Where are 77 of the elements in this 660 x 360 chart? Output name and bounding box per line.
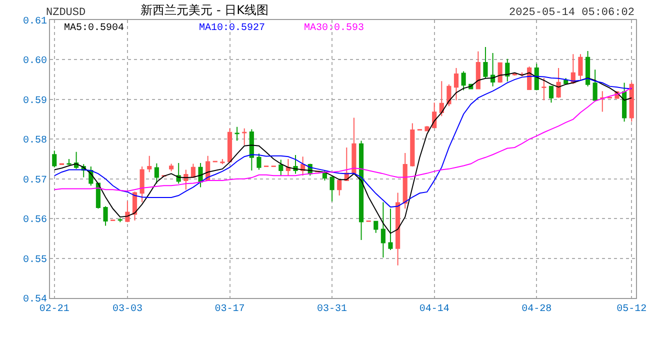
candlestick xyxy=(337,180,342,196)
candlestick xyxy=(286,158,290,176)
candlestick xyxy=(505,58,510,82)
candlestick xyxy=(66,158,72,166)
candlestick xyxy=(52,150,57,168)
candlestick xyxy=(548,86,554,104)
candlestick xyxy=(439,80,444,117)
x-tick-label: 05-12 xyxy=(616,304,647,315)
candlestick xyxy=(322,170,328,181)
y-tick-label: 0.59 xyxy=(22,96,47,107)
text: 2025-05-14 05:06:02 xyxy=(509,7,634,19)
x-tick-label: 03-03 xyxy=(112,304,142,315)
candlestick xyxy=(212,160,218,163)
candlestick xyxy=(542,77,546,101)
candlestick xyxy=(220,158,225,165)
chart-title: 新西兰元美元 - 日K线图 xyxy=(140,2,269,17)
candlestick xyxy=(402,152,408,210)
line-series xyxy=(54,87,632,192)
candlestick xyxy=(154,162,159,184)
candlestick xyxy=(476,50,480,90)
candlestick xyxy=(396,192,400,266)
x-tick-label: 03-31 xyxy=(317,304,348,315)
candlestick xyxy=(125,200,130,223)
candlestick xyxy=(446,84,452,107)
candlestick xyxy=(380,202,386,258)
candlestick xyxy=(278,159,284,176)
candlestick xyxy=(242,128,247,146)
line-series xyxy=(54,72,632,234)
candlestick xyxy=(96,182,101,210)
candlestick xyxy=(256,152,262,170)
x-tick-label: 02-21 xyxy=(39,304,70,315)
candlestick xyxy=(374,220,378,234)
candlestick xyxy=(352,117,356,174)
y-tick-label: 0.58 xyxy=(22,136,47,147)
candlestick xyxy=(454,68,459,101)
candlestick xyxy=(147,155,152,173)
candlestick xyxy=(169,163,174,172)
candlestick xyxy=(534,63,539,91)
candlestick xyxy=(234,126,240,142)
line-series xyxy=(54,76,632,208)
candlestick xyxy=(388,208,393,250)
candlestick xyxy=(410,122,415,168)
y-tick-label: 0.56 xyxy=(22,215,47,226)
candlestick xyxy=(190,163,196,178)
x-tick-label: 04-14 xyxy=(419,304,450,315)
candlestick xyxy=(461,70,466,91)
y-tick-label: 0.60 xyxy=(22,56,47,68)
candlestick xyxy=(330,176,334,202)
candlestick xyxy=(629,82,634,122)
candlestick xyxy=(556,68,561,98)
candlestick xyxy=(432,102,437,128)
candlestick xyxy=(578,54,583,80)
candlestick xyxy=(592,69,598,101)
candlestick xyxy=(424,126,430,132)
candlestick xyxy=(498,62,502,84)
candlestick xyxy=(358,140,364,241)
x-tick-label: 04-28 xyxy=(522,304,552,315)
text: NZDUSD xyxy=(46,7,86,19)
candlestick xyxy=(140,166,144,203)
candlestick xyxy=(585,50,590,87)
candlestick xyxy=(490,52,496,87)
y-tick-label: 0.55 xyxy=(22,254,47,266)
candlestick xyxy=(483,46,488,78)
candlestick xyxy=(103,206,108,226)
candlestick xyxy=(249,128,254,172)
text: MA30:0.593 xyxy=(304,23,364,34)
x-tick-label: 03-17 xyxy=(214,304,245,315)
candlestick xyxy=(184,169,188,190)
y-tick-label: 0.57 xyxy=(22,175,47,186)
text: MA10:0.5927 xyxy=(199,23,266,34)
y-tick-label: 0.54 xyxy=(22,294,47,306)
y-tick-label: 0.61 xyxy=(22,16,47,28)
candlestick xyxy=(227,128,232,162)
candlestick xyxy=(600,90,605,112)
candlestick xyxy=(622,82,627,122)
candlestick xyxy=(176,162,181,184)
text: MA5:0.5904 xyxy=(64,23,124,34)
